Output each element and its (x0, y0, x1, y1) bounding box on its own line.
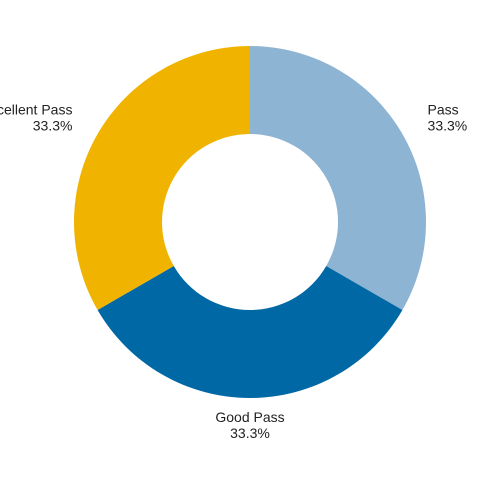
slice-value: 33.3% (33, 118, 73, 134)
slice-value: 33.3% (230, 425, 270, 441)
slice-name: Good Pass (215, 409, 284, 425)
slice-label-pass: Pass 33.3% (428, 102, 468, 134)
slice-value: 33.3% (428, 118, 468, 134)
slice-label-good-pass: Good Pass 33.3% (215, 409, 284, 441)
donut-slices (74, 46, 426, 398)
slice-name: Pass (428, 102, 459, 118)
slice-pass (250, 46, 426, 310)
slice-name: Excellent Pass (0, 102, 72, 118)
slice-good-pass (97, 266, 403, 398)
slice-excellent-pass (74, 46, 250, 310)
